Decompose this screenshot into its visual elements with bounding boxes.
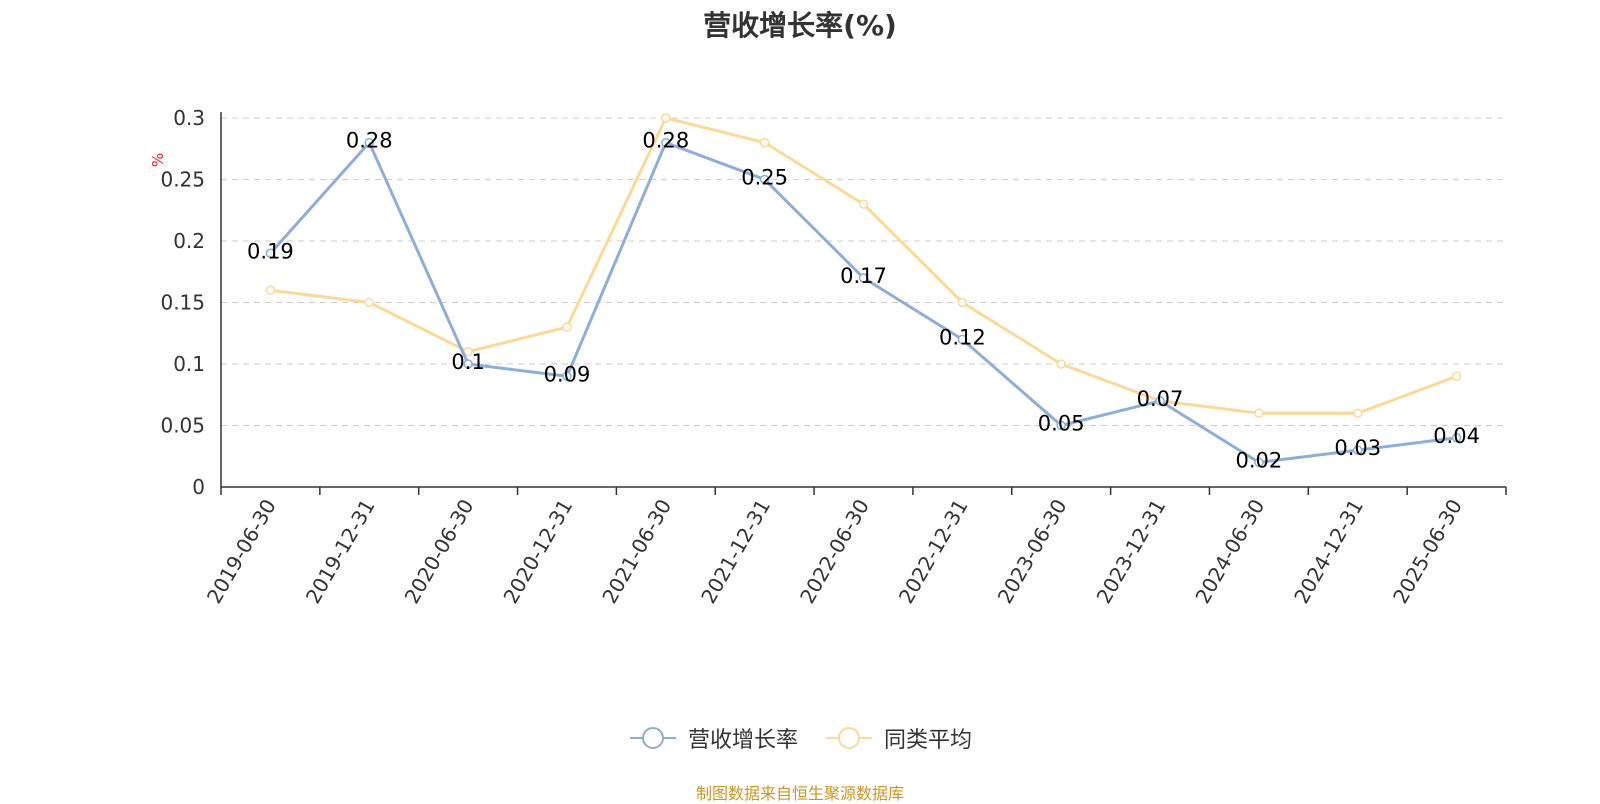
series-point-2 <box>1451 371 1462 382</box>
data-label: 0.25 <box>741 166 788 190</box>
grid-lines <box>221 117 1506 426</box>
series-point-2 <box>364 297 375 308</box>
series-point-2 <box>562 322 572 332</box>
x-tick-label: 2021-06-30 <box>597 495 676 608</box>
series-point-1 <box>759 174 770 185</box>
data-label: 0.19 <box>247 239 294 263</box>
data-label: 0.02 <box>1236 448 1283 472</box>
x-tick-label: 2020-06-30 <box>400 495 479 608</box>
series-point-1 <box>1451 433 1462 443</box>
y-tick-label: 0.15 <box>160 291 205 315</box>
data-label: 0.1 <box>451 350 484 374</box>
x-tick-label: 2019-12-31 <box>301 495 380 608</box>
x-tick-label: 2024-06-30 <box>1190 495 1269 608</box>
legend-item-series2[interactable]: 同类平均 <box>824 722 972 754</box>
x-tick-label: 2025-06-30 <box>1388 495 1467 608</box>
source-note: 制图数据来自恒生聚源数据库 <box>695 784 904 803</box>
legend-line-circle-icon <box>629 727 676 749</box>
chart-title: 营收增长率(%) <box>703 9 897 42</box>
x-tick-label: 2023-12-31 <box>1092 495 1171 608</box>
x-tick-label: 2022-12-31 <box>894 495 973 608</box>
x-tick-label: 2021-12-31 <box>696 495 775 608</box>
legend-item-series1[interactable]: 营收增长率 <box>628 722 798 754</box>
y-tick-label: 0.25 <box>160 168 205 192</box>
series-point-2 <box>265 285 276 295</box>
series-point-1 <box>1352 445 1363 455</box>
series-point-1 <box>463 359 473 369</box>
y-axis-unit-label: % <box>149 153 167 167</box>
series-lines <box>265 113 1462 468</box>
data-label: 0.17 <box>840 264 887 288</box>
data-label: 0.09 <box>544 362 591 386</box>
series-point-2 <box>1056 359 1066 369</box>
data-label: 0.03 <box>1334 436 1381 460</box>
series-point-1 <box>562 371 572 382</box>
series-point-1 <box>265 248 276 259</box>
series-point-2 <box>661 113 671 123</box>
series-point-1 <box>1056 420 1066 431</box>
x-tick-label: 2022-06-30 <box>795 495 874 608</box>
series-point-2 <box>759 137 770 148</box>
series-point-1 <box>364 137 375 148</box>
x-tick-label: 2023-06-30 <box>993 495 1072 608</box>
legend-label-series2: 同类平均 <box>884 728 973 753</box>
series-point-2 <box>1254 408 1264 418</box>
legend-label-series1: 营收增长率 <box>687 728 798 753</box>
data-label: 0.07 <box>1137 387 1184 411</box>
series-point-1 <box>957 334 968 345</box>
y-tick-label: 0.1 <box>173 352 205 376</box>
data-label: 0.28 <box>642 129 689 153</box>
y-tick-label: 0.2 <box>173 229 205 253</box>
series-point-2 <box>858 199 869 209</box>
series-point-1 <box>661 137 671 148</box>
x-tick-label: 2020-12-31 <box>498 495 577 608</box>
legend-line-circle-icon <box>826 727 872 749</box>
data-labels: 0.19 0.28 0.1 0.09 0.28 0.25 0.17 0.12 0.05 0.07 0… <box>247 129 1480 473</box>
data-label: 0.05 <box>1038 412 1085 436</box>
legend: 营收增长率 同类平均 <box>0 722 1600 754</box>
series-point-2 <box>1352 408 1363 418</box>
x-tick-label: 2019-06-30 <box>202 495 281 608</box>
series-point-2 <box>957 297 968 308</box>
y-tick-label: 0 <box>192 475 205 499</box>
series-point-1 <box>1254 457 1264 468</box>
data-label: 0.28 <box>346 129 393 153</box>
x-tick-label: 2024-12-31 <box>1289 495 1368 608</box>
data-label: 0.04 <box>1433 424 1480 448</box>
y-tick-label: 0.3 <box>173 106 205 130</box>
y-tick-label: 0.05 <box>160 414 205 438</box>
series-point-1 <box>858 273 869 283</box>
data-label: 0.12 <box>939 325 986 349</box>
series-point-1 <box>1155 396 1165 406</box>
